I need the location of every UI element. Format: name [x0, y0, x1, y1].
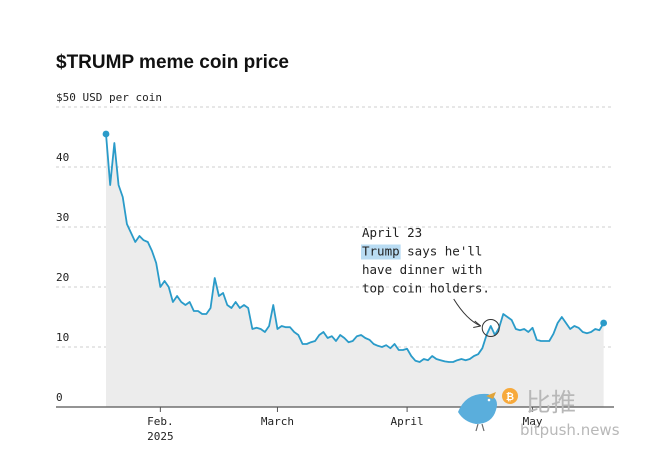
annotation-line: top coin holders.: [362, 281, 490, 296]
coin-circle: [502, 388, 518, 404]
annotation-arrowhead: [473, 320, 482, 328]
y-tick-label: 10: [56, 331, 69, 344]
bird-beak: [486, 392, 496, 399]
bird-logo-icon: [458, 392, 497, 432]
annotation-highlight: [361, 244, 401, 260]
y-axis: $50 USD per coin 40 30 20 10 0: [56, 91, 162, 404]
bird-body: [458, 393, 497, 424]
watermark: ₿ 比推 bitpush.news: [458, 388, 620, 439]
endpoint-dot: [600, 319, 608, 327]
watermark-url-text: bitpush.news: [520, 421, 620, 439]
coin-symbol: ₿: [506, 391, 514, 403]
annotation-arrow: [453, 298, 481, 327]
bird-eye: [487, 398, 491, 402]
x-tick-label: April: [391, 415, 424, 428]
x-tick-sublabel: 2025: [147, 430, 174, 443]
bird-legs: [475, 423, 485, 432]
y-tick-label: 20: [56, 271, 69, 284]
bitcoin-icon: ₿: [502, 388, 518, 404]
annotation-line: April 23: [362, 225, 422, 240]
endpoint-dot: [102, 130, 110, 138]
x-tick-label: Feb.: [147, 415, 174, 428]
annotation-circle: [481, 319, 500, 337]
annotation-line: have dinner with: [362, 262, 482, 277]
annotation: April 23 Trump says he'll have dinner with…: [361, 225, 500, 337]
price-line: [105, 133, 605, 363]
price-area: [106, 134, 604, 407]
x-axis: Feb. 2025 March April May: [147, 407, 543, 443]
watermark-brand-text: 比推: [526, 388, 576, 417]
annotation-line: Trump says he'll: [362, 244, 482, 259]
x-tick-label: May: [523, 415, 543, 428]
y-tick-label: $50 USD per coin: [56, 91, 162, 104]
y-tick-label: 40: [56, 151, 69, 164]
endpoint-markers: [102, 130, 608, 327]
y-tick-label: 30: [56, 211, 69, 224]
chart-title: $TRUMP meme coin price: [56, 52, 289, 73]
x-tick-label: March: [261, 415, 294, 428]
y-tick-label: 0: [56, 391, 63, 404]
